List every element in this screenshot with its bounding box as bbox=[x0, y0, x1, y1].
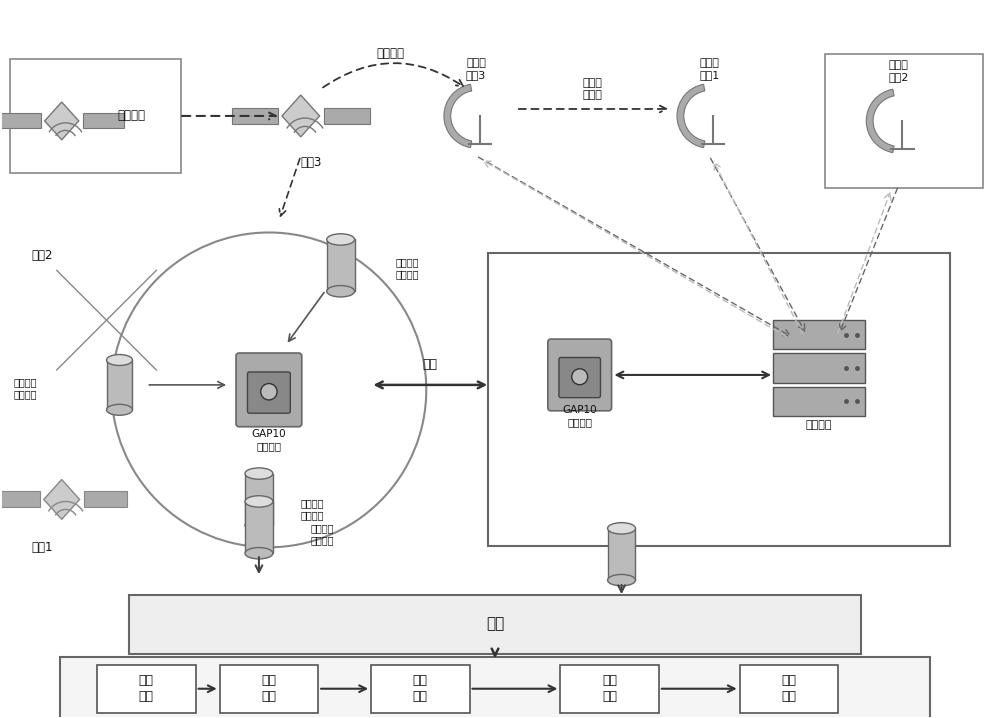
Text: 星簇链网
共识节点: 星簇链网 共识节点 bbox=[301, 498, 324, 521]
Circle shape bbox=[572, 369, 588, 385]
Ellipse shape bbox=[327, 234, 355, 245]
Text: 分析计算: 分析计算 bbox=[806, 420, 832, 430]
FancyBboxPatch shape bbox=[548, 339, 612, 411]
Bar bbox=[245, 501, 273, 554]
Ellipse shape bbox=[608, 523, 635, 534]
Text: 地面接
收站3: 地面接 收站3 bbox=[466, 58, 486, 80]
Bar bbox=[773, 353, 865, 383]
FancyBboxPatch shape bbox=[488, 253, 950, 546]
Text: GAP10
智能合约: GAP10 智能合约 bbox=[562, 405, 597, 426]
Text: 跨链: 跨链 bbox=[423, 358, 438, 371]
Bar bbox=[84, 492, 127, 508]
Wedge shape bbox=[677, 84, 705, 148]
Text: 协作请求: 协作请求 bbox=[117, 109, 145, 123]
Circle shape bbox=[112, 233, 426, 547]
FancyBboxPatch shape bbox=[560, 665, 659, 713]
Bar bbox=[83, 113, 124, 129]
FancyBboxPatch shape bbox=[10, 59, 181, 173]
Bar bbox=[327, 240, 355, 292]
FancyBboxPatch shape bbox=[247, 372, 290, 414]
Text: 分析
识别: 分析 识别 bbox=[602, 674, 617, 703]
FancyBboxPatch shape bbox=[129, 595, 861, 654]
FancyBboxPatch shape bbox=[825, 54, 983, 187]
Bar bbox=[773, 320, 865, 350]
Text: 卫星3: 卫星3 bbox=[300, 157, 321, 169]
Bar bbox=[245, 474, 273, 526]
Bar bbox=[0, 113, 41, 129]
Text: GAP10
智能合约: GAP10 智能合约 bbox=[252, 429, 286, 451]
Polygon shape bbox=[44, 480, 80, 519]
Polygon shape bbox=[282, 95, 320, 137]
FancyBboxPatch shape bbox=[740, 665, 838, 713]
Ellipse shape bbox=[608, 574, 635, 586]
FancyBboxPatch shape bbox=[60, 657, 930, 718]
Polygon shape bbox=[45, 102, 79, 140]
Bar bbox=[324, 108, 370, 124]
Text: 地面接
收站1: 地面接 收站1 bbox=[699, 58, 719, 80]
FancyBboxPatch shape bbox=[97, 665, 196, 713]
Text: 星簇链网
共识节点: 星簇链网 共识节点 bbox=[395, 257, 419, 279]
Text: 星簇链网
共识节点: 星簇链网 共识节点 bbox=[311, 523, 334, 545]
Bar bbox=[107, 360, 132, 410]
Circle shape bbox=[261, 383, 277, 400]
FancyBboxPatch shape bbox=[220, 665, 318, 713]
Bar bbox=[232, 108, 278, 124]
Text: 星簇链网
共识节点: 星簇链网 共识节点 bbox=[14, 377, 37, 399]
Ellipse shape bbox=[245, 495, 273, 507]
Text: 卫星1: 卫星1 bbox=[32, 541, 53, 554]
Ellipse shape bbox=[245, 548, 273, 559]
Ellipse shape bbox=[245, 520, 273, 531]
Text: 确认
反馈: 确认 反馈 bbox=[781, 674, 796, 703]
Text: 数据传输: 数据传输 bbox=[376, 47, 404, 60]
Ellipse shape bbox=[327, 286, 355, 297]
Text: 信息
传输: 信息 传输 bbox=[413, 674, 428, 703]
Bar bbox=[773, 386, 865, 416]
Text: 确认协
作请求: 确认协 作请求 bbox=[583, 78, 603, 100]
Ellipse shape bbox=[107, 355, 132, 365]
FancyBboxPatch shape bbox=[371, 665, 470, 713]
Text: 网关: 网关 bbox=[486, 617, 504, 631]
Text: 信息
捕获: 信息 捕获 bbox=[139, 674, 154, 703]
Bar bbox=[608, 528, 635, 580]
Wedge shape bbox=[444, 84, 472, 148]
Bar bbox=[0, 492, 40, 508]
Ellipse shape bbox=[245, 468, 273, 479]
Ellipse shape bbox=[107, 404, 132, 415]
FancyBboxPatch shape bbox=[559, 358, 600, 398]
Text: 地面接
收站2: 地面接 收站2 bbox=[888, 60, 909, 82]
FancyBboxPatch shape bbox=[236, 353, 302, 426]
Text: 卫星2: 卫星2 bbox=[32, 249, 53, 262]
Text: 协作
请求: 协作 请求 bbox=[261, 674, 276, 703]
Wedge shape bbox=[866, 89, 894, 153]
